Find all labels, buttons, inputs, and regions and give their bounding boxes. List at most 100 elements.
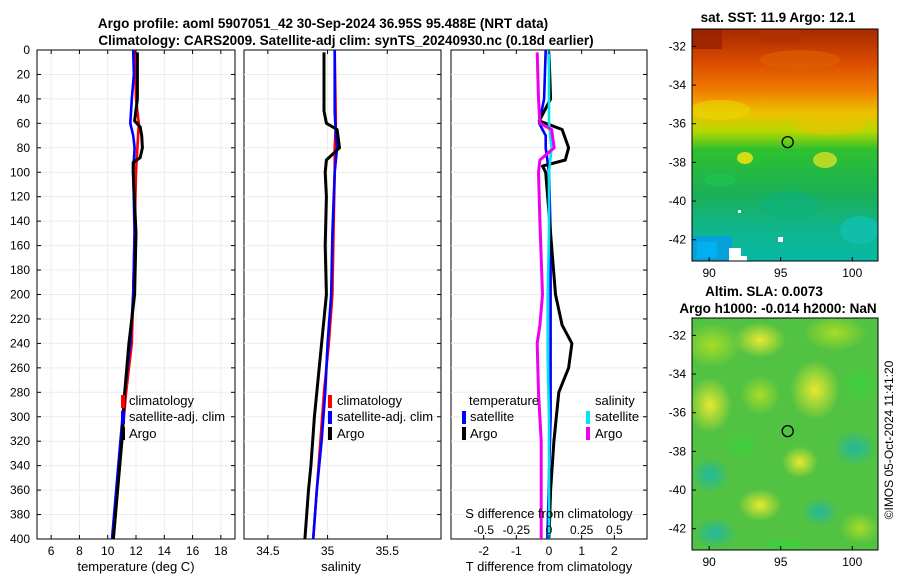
x-tick-label: 1 — [578, 544, 585, 558]
sla-map-title-line-2: Argo h1000: -0.014 h2000: NaN — [679, 301, 876, 316]
legend-label-t-argo: Argo — [470, 426, 497, 441]
depth-tick-label: 60 — [17, 116, 31, 130]
legend-label-s-argo: Argo — [595, 426, 622, 441]
difference-panel: -2 -1 0 1 2 -0.5 -0.25 0 0.25 0.5 S difference f… — [450, 49, 648, 574]
legend-swatch-argo — [328, 427, 332, 440]
title-line-2: Climatology: CARS2009. Satellite-adj cli… — [98, 33, 593, 48]
legend-label-satellite-adj: satellite-adj. clim — [337, 409, 433, 424]
depth-tick-label: 240 — [10, 336, 30, 350]
depth-tick-label: 400 — [10, 532, 30, 546]
depth-tick-label: 260 — [10, 361, 30, 375]
x-tick-label: 2 — [611, 544, 618, 558]
lon-tick-label: 90 — [702, 555, 716, 569]
legend-label-argo: Argo — [337, 426, 364, 441]
sla-field — [692, 318, 878, 550]
depth-tick-label: 80 — [17, 141, 31, 155]
sst-argo-location-marker — [781, 135, 794, 149]
x-tick-label: -2 — [478, 544, 489, 558]
x-tick-label: 14 — [158, 544, 172, 558]
depth-tick-label: 200 — [10, 288, 30, 302]
x-tick-label: 8 — [76, 544, 83, 558]
legend-title-temperature: temperature — [469, 393, 539, 408]
depth-tick-label: 360 — [10, 483, 30, 497]
depth-tick-label: 40 — [17, 92, 31, 106]
lon-tick-label: 100 — [842, 555, 862, 569]
depth-tick-label: 160 — [10, 239, 30, 253]
x-tick-label: 16 — [186, 544, 200, 558]
sst-map: sat. SST: 11.9 Argo: 12.1 -32 -34 -36 -38 -4… — [669, 10, 879, 280]
lat-tick-label: -34 — [669, 78, 687, 92]
lon-tick-label: 90 — [702, 266, 716, 280]
legend-swatch-satellite-adj — [121, 411, 125, 424]
lat-tick-label: -34 — [669, 367, 687, 381]
x-tick-label: 18 — [214, 544, 228, 558]
top-x-tick-label: -0.25 — [503, 523, 531, 537]
temperature-panel: 0 20 40 60 80 100 120 140 160 180 200 220 240 260 280 3… — [10, 43, 236, 574]
x-tick-label: 35.5 — [376, 544, 400, 558]
series-s-satellite — [546, 50, 553, 539]
salinity-xlabel: salinity — [321, 559, 361, 574]
series-argo — [303, 52, 341, 540]
temperature-xlabel: temperature (deg C) — [77, 559, 194, 574]
depth-tick-label: 300 — [10, 410, 30, 424]
lat-tick-label: -38 — [669, 155, 687, 169]
difference-xlabel: T difference from climatology — [466, 559, 633, 574]
lon-tick-label: 95 — [774, 266, 788, 280]
x-tick-label: 0 — [546, 544, 553, 558]
legend-label-climatology: climatology — [337, 393, 403, 408]
depth-tick-label: 100 — [10, 165, 30, 179]
sla-argo-location-marker — [781, 424, 794, 438]
legend-label-s-satellite: satellite — [595, 409, 639, 424]
depth-tick-label: 220 — [10, 312, 30, 326]
depth-tick-label: 280 — [10, 385, 30, 399]
depth-tick-label: 20 — [17, 67, 31, 81]
depth-tick-label: 180 — [10, 263, 30, 277]
title-line-1: Argo profile: aoml 5907051_42 30-Sep-202… — [98, 16, 548, 31]
difference-legend: temperature satellite Argo salinity sate… — [462, 393, 639, 441]
sst-map-title: sat. SST: 11.9 Argo: 12.1 — [701, 10, 856, 25]
top-x-tick-label: -0.5 — [473, 523, 494, 537]
top-x-tick-label: 0.5 — [606, 523, 623, 537]
lat-tick-label: -36 — [669, 117, 687, 131]
depth-tick-label: 120 — [10, 190, 30, 204]
lat-tick-label: -38 — [669, 444, 687, 458]
salinity-panel: 34.5 35 35.5 salinity climatology satellit… — [243, 49, 442, 574]
legend-swatch-climatology — [121, 395, 125, 408]
depth-tick-label: 340 — [10, 459, 30, 473]
imos-timestamp: ©IMOS 05-Oct-2024 11:41:20 — [882, 360, 896, 519]
legend-label-climatology: climatology — [129, 393, 195, 408]
legend-swatch-s-argo — [586, 427, 590, 440]
top-x-tick-label: 0 — [546, 523, 553, 537]
x-tick-label: 34.5 — [256, 544, 280, 558]
lat-tick-label: -40 — [669, 194, 687, 208]
depth-tick-label: 320 — [10, 434, 30, 448]
legend-swatch-climatology — [328, 395, 332, 408]
lat-tick-label: -32 — [669, 39, 687, 53]
x-tick-label: 12 — [129, 544, 143, 558]
series-argo — [111, 52, 144, 540]
depth-tick-label: 380 — [10, 508, 30, 522]
x-tick-label: 10 — [101, 544, 115, 558]
x-tick-label: 6 — [48, 544, 55, 558]
legend-label-satellite-adj: satellite-adj. clim — [129, 409, 225, 424]
legend-swatch-s-satellite — [586, 411, 590, 424]
lat-tick-label: -42 — [669, 233, 687, 247]
legend-title-salinity: salinity — [595, 393, 635, 408]
lon-tick-label: 100 — [842, 266, 862, 280]
legend-swatch-argo — [121, 427, 125, 440]
lat-tick-label: -32 — [669, 328, 687, 342]
sla-map-title-line-1: Altim. SLA: 0.0073 — [705, 284, 823, 299]
legend-swatch-satellite-adj — [328, 411, 332, 424]
x-tick-label: -1 — [511, 544, 522, 558]
sla-map: Altim. SLA: 0.0073 Argo h1000: -0.014 h2… — [669, 284, 879, 569]
x-tick-label: 35 — [321, 544, 335, 558]
sst-field — [692, 29, 878, 261]
legend-label-t-satellite: satellite — [470, 409, 514, 424]
lat-tick-label: -42 — [669, 522, 687, 536]
depth-tick-label: 0 — [23, 43, 30, 57]
lat-tick-label: -40 — [669, 483, 687, 497]
lat-tick-label: -36 — [669, 406, 687, 420]
legend-swatch-t-argo — [462, 427, 466, 440]
top-x-tick-label: 0.25 — [570, 523, 594, 537]
